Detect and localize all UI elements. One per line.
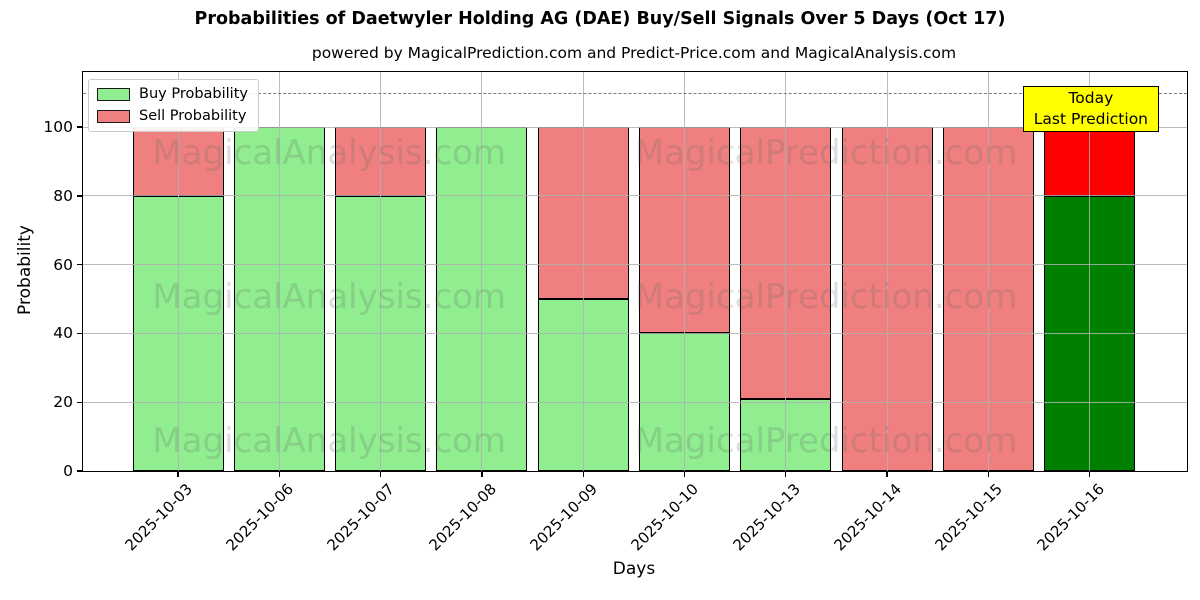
x-tick-mark: [785, 471, 787, 477]
today-annotation-line1: Today: [1068, 89, 1114, 107]
gridline-vertical: [380, 72, 382, 471]
gridline-vertical: [886, 72, 888, 471]
y-tick-label: 0: [63, 462, 73, 480]
x-tick-mark: [481, 471, 483, 477]
today-annotation: Today Last Prediction: [1022, 86, 1159, 132]
y-tick-mark: [77, 401, 83, 403]
watermark-text: MagicalAnalysis.com: [152, 421, 507, 462]
gridline-vertical: [1089, 72, 1091, 471]
y-tick-mark: [77, 126, 83, 128]
gridline-vertical: [582, 72, 584, 471]
watermark-layer: MagicalAnalysis.com MagicalPrediction.com…: [83, 72, 1187, 471]
x-tick-mark: [278, 471, 280, 477]
gridline-horizontal: [83, 401, 1187, 403]
legend-item-buy: Buy Probability: [97, 86, 248, 103]
gridline-vertical: [481, 72, 483, 471]
threshold-dashed-line: [83, 92, 1187, 94]
watermark-text: MagicalPrediction.com: [634, 421, 1018, 462]
x-tick-mark: [379, 471, 382, 477]
x-tick-label: 2025-10-03: [121, 480, 196, 555]
chart-subtitle: powered by MagicalPrediction.com and Pre…: [311, 44, 957, 62]
legend-swatch-sell: [97, 110, 130, 123]
watermark-text: MagicalAnalysis.com: [152, 277, 507, 318]
today-annotation-line2: Last Prediction: [1033, 110, 1148, 128]
gridline-vertical: [684, 72, 685, 471]
y-axis-title: Probability: [15, 225, 35, 315]
axis-ticks-layer: 2025-10-03 2025-10-06 2025-10-07 2025-10-08…: [43, 72, 1187, 554]
legend-label-buy: Buy Probability: [139, 86, 248, 102]
x-tick-mark: [886, 471, 888, 477]
x-tick-label: 2025-10-14: [830, 480, 905, 555]
y-tick-mark: [77, 195, 83, 197]
x-axis-title: Days: [612, 559, 656, 579]
gridline-vertical: [278, 72, 280, 471]
x-tick-mark: [1089, 471, 1091, 477]
x-tick-mark: [683, 471, 686, 477]
legend-swatch-buy: [97, 88, 130, 101]
y-tick-label: 20: [53, 393, 73, 412]
watermark-text: MagicalPrediction.com: [634, 132, 1018, 173]
y-tick-mark: [77, 263, 83, 266]
x-tick-mark: [582, 471, 584, 477]
legend-label-sell: Sell Probability: [139, 108, 247, 124]
gridline-horizontal: [83, 264, 1187, 266]
gridline-horizontal: [83, 126, 1187, 128]
x-tick-label: 2025-10-13: [729, 480, 804, 555]
y-tick-mark: [77, 470, 83, 472]
x-tick-mark: [987, 471, 990, 477]
x-tick-label: 2025-10-10: [627, 480, 703, 555]
watermark-text: MagicalAnalysis.com: [152, 132, 507, 173]
x-tick-label: 2025-10-07: [323, 480, 399, 555]
x-tick-label: 2025-10-06: [222, 480, 298, 555]
legend: Buy Probability Sell Probability: [88, 79, 259, 132]
gridline-vertical: [987, 72, 989, 471]
plot-area: MagicalAnalysis.com MagicalPrediction.com…: [43, 71, 1188, 554]
gridline-horizontal: [83, 195, 1187, 197]
grid-layer: [83, 72, 1187, 471]
y-tick-label: 60: [53, 255, 73, 274]
x-tick-label: 2025-10-09: [526, 480, 601, 555]
x-tick-label: 2025-10-15: [931, 480, 1007, 555]
legend-item-sell: Sell Probability: [97, 108, 248, 125]
x-tick-label: 2025-10-08: [425, 480, 500, 555]
x-tick-mark: [177, 471, 179, 477]
x-tick-label: 2025-10-16: [1033, 480, 1108, 555]
watermark-text: MagicalPrediction.com: [634, 277, 1018, 318]
gridline-vertical: [177, 72, 179, 471]
chart-title: Probabilities of Daetwyler Holding AG (D…: [194, 9, 1006, 29]
gridline-horizontal: [83, 332, 1187, 334]
gridline-vertical: [785, 72, 787, 471]
y-tick-label: 40: [53, 324, 73, 343]
y-tick-label: 100: [43, 118, 73, 137]
y-tick-mark: [77, 332, 83, 335]
y-tick-label: 80: [53, 186, 73, 205]
